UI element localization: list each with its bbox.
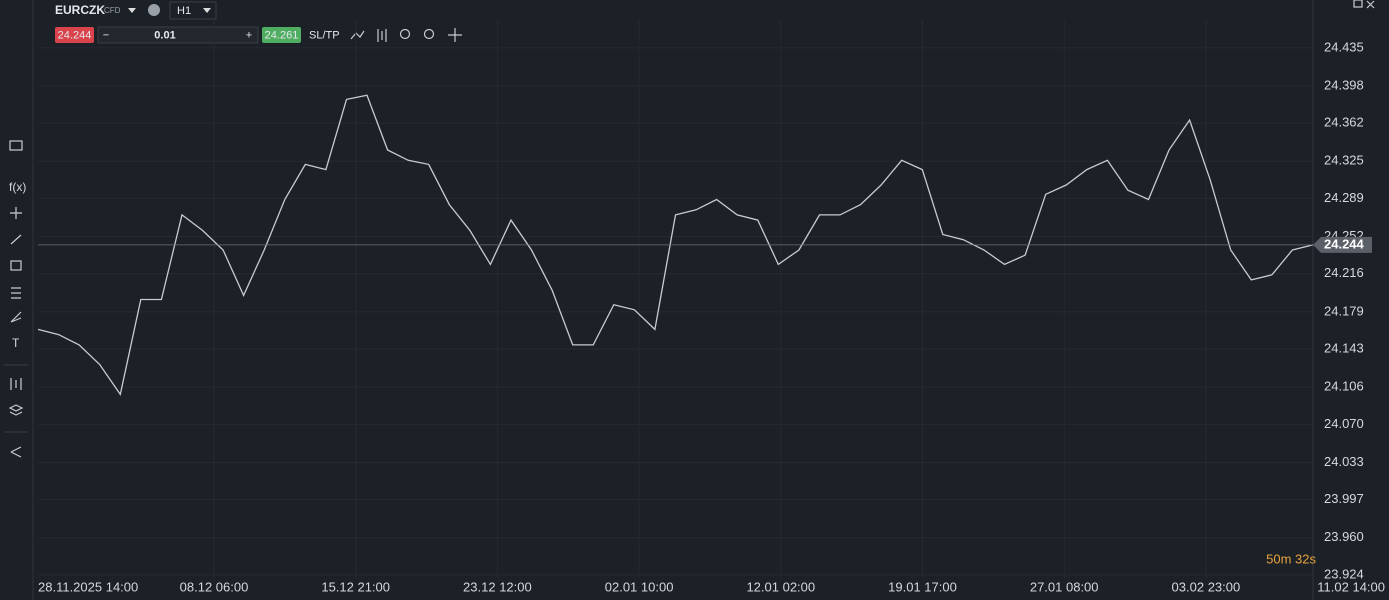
y-tick-label: 23.924: [1324, 566, 1364, 581]
symbol[interactable]: EURCZK: [55, 3, 105, 17]
timer: 50m 32s: [1266, 551, 1316, 566]
zoom-out[interactable]: [399, 28, 411, 40]
tool-text[interactable]: T: [12, 336, 20, 350]
dropdown-arrow[interactable]: [203, 8, 211, 13]
tool-function[interactable]: f(x): [9, 180, 26, 194]
timeframe-box[interactable]: [169, 1, 217, 20]
tool-layers[interactable]: [8, 404, 24, 416]
y-tick-label: 24.216: [1324, 265, 1364, 280]
tool-fib[interactable]: [11, 287, 21, 299]
y-tick-label: 24.033: [1324, 454, 1364, 469]
y-tick-label: 24.179: [1324, 303, 1364, 318]
zoom-in[interactable]: [423, 28, 435, 40]
indicator-icon[interactable]: [377, 29, 387, 42]
y-tick-label: 23.997: [1324, 491, 1364, 506]
x-tick-label: 15.12 21:00: [321, 579, 390, 594]
dropdown-arrow[interactable]: [128, 8, 136, 13]
tool-line[interactable]: [10, 234, 22, 245]
x-tick-label: 27.01 08:00: [1030, 579, 1099, 594]
plot: 28.11.2025 14:00 08.12 06:00 15.12 21:00 23…: [37, 20, 1385, 594]
tool-share[interactable]: [10, 446, 22, 458]
x-tick-label: 23.12 12:00: [463, 579, 532, 594]
y-tick-label: 24.289: [1324, 190, 1364, 205]
y-tick-label: 24.143: [1324, 340, 1364, 355]
y-tick-label: 24.435: [1324, 39, 1364, 54]
x-tick-label: 08.12 06:00: [180, 579, 249, 594]
x-tick-label: 19.01 17:00: [888, 579, 957, 594]
chart-type-icon[interactable]: [350, 30, 365, 40]
x-tick-label: 11.02 14:00: [1317, 579, 1385, 594]
x-tick-label: 03.02 23:00: [1172, 579, 1241, 594]
y-tick-label: 24.070: [1324, 416, 1364, 431]
current-price-tag: [1313, 236, 1372, 253]
x-tick-label: 28.11.2025 14:00: [38, 579, 138, 594]
price-line: [37, 94, 1314, 397]
sell-price[interactable]: 24.244: [58, 29, 92, 41]
y-tick-label: 24.325: [1324, 153, 1364, 168]
close-icon[interactable]: [1366, 0, 1375, 9]
info-icon[interactable]: [148, 4, 160, 16]
buy-price[interactable]: 24.261: [265, 29, 299, 41]
x-tick-label: 02.01 10:00: [605, 579, 674, 594]
plus[interactable]: +: [246, 29, 252, 41]
sell-button[interactable]: [55, 27, 94, 43]
current-price-label: 24.244: [1324, 236, 1365, 251]
y-tick-label: 23.960: [1324, 529, 1364, 544]
quantity[interactable]: 0.01: [154, 29, 175, 41]
y-tick-label: 24.398: [1324, 77, 1364, 92]
window-icon[interactable]: [1353, 0, 1363, 8]
tool-crosshair[interactable]: [10, 207, 22, 219]
timeframe[interactable]: H1: [177, 5, 191, 17]
y-tick-label: 24.362: [1324, 115, 1364, 130]
tool-layout[interactable]: [9, 140, 23, 151]
tool-pitchfork[interactable]: [10, 311, 22, 323]
sltp[interactable]: SL/TP: [309, 29, 340, 41]
minus[interactable]: −: [103, 29, 109, 41]
y-tick-label: 24.106: [1324, 379, 1364, 394]
tool-shape[interactable]: [10, 260, 22, 271]
buy-button[interactable]: [262, 27, 301, 43]
x-tick-label: 12.01 02:00: [746, 579, 815, 594]
move-icon[interactable]: [448, 28, 462, 42]
instrument-type: CFD: [104, 6, 121, 15]
quantity-box[interactable]: [97, 26, 259, 44]
tool-indicators[interactable]: [10, 378, 22, 390]
